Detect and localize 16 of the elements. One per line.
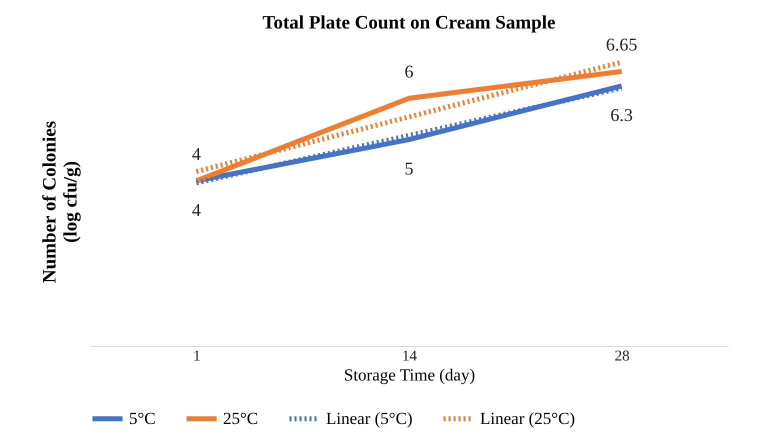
x-tick-label: 1 — [193, 348, 201, 364]
y-axis-title: Number of Colonies (log cfu/g) — [40, 120, 82, 284]
legend-label: Linear (25°C) — [480, 408, 576, 428]
data-label: 6.3 — [610, 104, 633, 125]
legend-label: 25°C — [223, 408, 258, 428]
data-label: 4 — [192, 144, 201, 164]
x-tick-label: 28 — [614, 348, 630, 364]
legend-label: 5°C — [129, 408, 156, 428]
data-label: 6.65 — [606, 34, 638, 54]
x-axis-title: Storage Time (day) — [344, 366, 476, 384]
data-label: 4 — [192, 200, 201, 220]
data-label: 5 — [404, 158, 414, 179]
data-label: 6 — [404, 61, 414, 82]
legend-label: Linear (5°C) — [326, 408, 413, 428]
x-tick-label: 14 — [402, 348, 418, 364]
chart-title: Total Plate Count on Cream Sample — [262, 12, 556, 34]
